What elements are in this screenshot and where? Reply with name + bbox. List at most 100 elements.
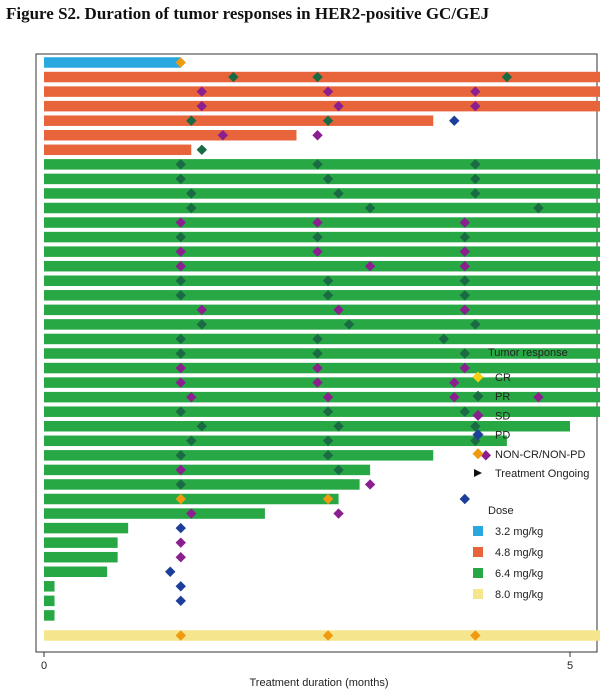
response-marker-pd xyxy=(175,581,186,592)
response-marker-pr xyxy=(312,348,323,359)
response-marker-sd xyxy=(312,377,323,388)
response-marker-pr xyxy=(186,115,197,126)
response-marker-pr xyxy=(312,333,323,345)
response-marker-pr xyxy=(470,421,481,432)
patient-bar xyxy=(44,290,600,301)
legend-symbol-non-cr-non-pd xyxy=(472,448,484,460)
response-marker-sd xyxy=(364,479,376,490)
response-marker-sd xyxy=(186,391,197,403)
response-marker-sd xyxy=(333,508,344,519)
response-marker-sd xyxy=(333,304,344,316)
patient-bar xyxy=(44,566,108,577)
legend-label: CR xyxy=(495,372,511,384)
patient-bar xyxy=(44,275,600,286)
response-marker-pr xyxy=(470,188,481,199)
response-marker-sd xyxy=(196,304,207,316)
response-marker-pr xyxy=(470,159,481,170)
response-marker-pr xyxy=(312,71,323,83)
legend-dose-label: 4.8 mg/kg xyxy=(495,547,543,559)
response-marker-pd xyxy=(175,595,186,607)
legend: Tumor response CR PR SD PD NON-CR/NON-PD Treat… xyxy=(472,347,589,601)
x-axis: 0510152025 xyxy=(41,652,573,672)
patient-bar xyxy=(44,100,600,112)
response-marker-non-cr-non-pd xyxy=(322,493,334,505)
response-marker-non-cr-non-pd xyxy=(470,630,481,641)
patient-bar xyxy=(44,188,600,199)
patient-bar xyxy=(44,260,600,272)
legend-symbol-cr xyxy=(472,371,484,383)
response-marker-pr xyxy=(175,450,186,461)
response-marker-sd xyxy=(312,362,323,374)
response-marker-non-cr-non-pd xyxy=(175,630,186,641)
legend-symbol-pr xyxy=(472,390,484,402)
patient-bar xyxy=(44,581,55,592)
response-marker-sd xyxy=(322,86,334,97)
response-marker-pr xyxy=(186,202,197,214)
response-marker-non-cr-non-pd xyxy=(175,493,186,505)
response-marker-pr xyxy=(501,71,513,83)
response-marker-pr xyxy=(312,159,323,170)
legend-dose-swatch xyxy=(473,526,483,536)
response-marker-pr xyxy=(322,435,334,446)
patient-bar xyxy=(44,421,570,432)
response-marker-pr xyxy=(322,290,334,301)
patient-bar xyxy=(44,435,507,447)
response-marker-pr xyxy=(364,202,376,214)
response-marker-sd xyxy=(175,362,186,374)
response-marker-sd xyxy=(322,391,334,403)
legend-dose-label: 8.0 mg/kg xyxy=(495,589,543,601)
response-marker-sd xyxy=(449,391,460,403)
legend-label: PR xyxy=(495,391,510,403)
response-marker-sd xyxy=(196,100,207,112)
response-marker-pr xyxy=(343,319,355,330)
response-marker-sd xyxy=(217,130,229,141)
response-marker-pd xyxy=(165,566,176,577)
response-marker-sd xyxy=(459,217,470,228)
legend-dose-label: 3.2 mg/kg xyxy=(495,526,543,538)
response-marker-pr xyxy=(333,464,344,476)
legend-dose-swatch xyxy=(473,568,483,578)
response-marker-sd xyxy=(196,86,207,97)
legend-symbol-pd xyxy=(472,429,484,441)
response-marker-pr xyxy=(175,159,186,170)
x-axis-title: Treatment duration (months) xyxy=(250,677,389,689)
response-marker-pr xyxy=(322,406,334,417)
patient-bar xyxy=(44,391,600,403)
response-marker-sd xyxy=(175,377,186,388)
response-marker-sd xyxy=(459,261,470,272)
response-marker-sd xyxy=(364,261,376,272)
response-marker-sd xyxy=(175,464,186,476)
figure-title: Figure S2. Duration of tumor responses i… xyxy=(6,4,490,23)
patient-bar xyxy=(44,630,600,641)
patient-bar xyxy=(44,610,55,621)
patient-bar xyxy=(44,450,434,461)
patient-bar xyxy=(44,479,360,490)
legend-ongoing-label: Treatment Ongoing xyxy=(495,468,589,480)
patient-bar xyxy=(44,551,118,563)
legend-response-title: Tumor response xyxy=(488,347,568,359)
legend-label: SD xyxy=(495,410,510,422)
legend-dose-swatch xyxy=(473,547,483,557)
response-marker-pr xyxy=(333,188,344,199)
response-marker-pr xyxy=(196,144,207,155)
patient-bar xyxy=(44,86,600,97)
response-marker-pr xyxy=(228,71,239,83)
response-markers xyxy=(165,57,544,641)
response-marker-pr xyxy=(186,435,197,446)
response-marker-pr xyxy=(322,275,334,286)
response-marker-pr xyxy=(175,333,186,345)
response-marker-pr xyxy=(459,275,470,286)
response-marker-sd xyxy=(449,377,460,388)
response-marker-sd xyxy=(480,450,492,461)
response-marker-pr xyxy=(175,406,186,417)
patient-bar xyxy=(44,202,600,214)
response-marker-sd xyxy=(333,100,344,112)
response-marker-pr xyxy=(459,231,470,243)
response-marker-sd xyxy=(175,217,186,228)
legend-dose-title: Dose xyxy=(488,505,514,517)
response-marker-sd xyxy=(470,100,481,112)
response-marker-sd xyxy=(175,261,186,272)
response-marker-sd xyxy=(533,391,544,403)
response-marker-pr xyxy=(196,421,207,432)
